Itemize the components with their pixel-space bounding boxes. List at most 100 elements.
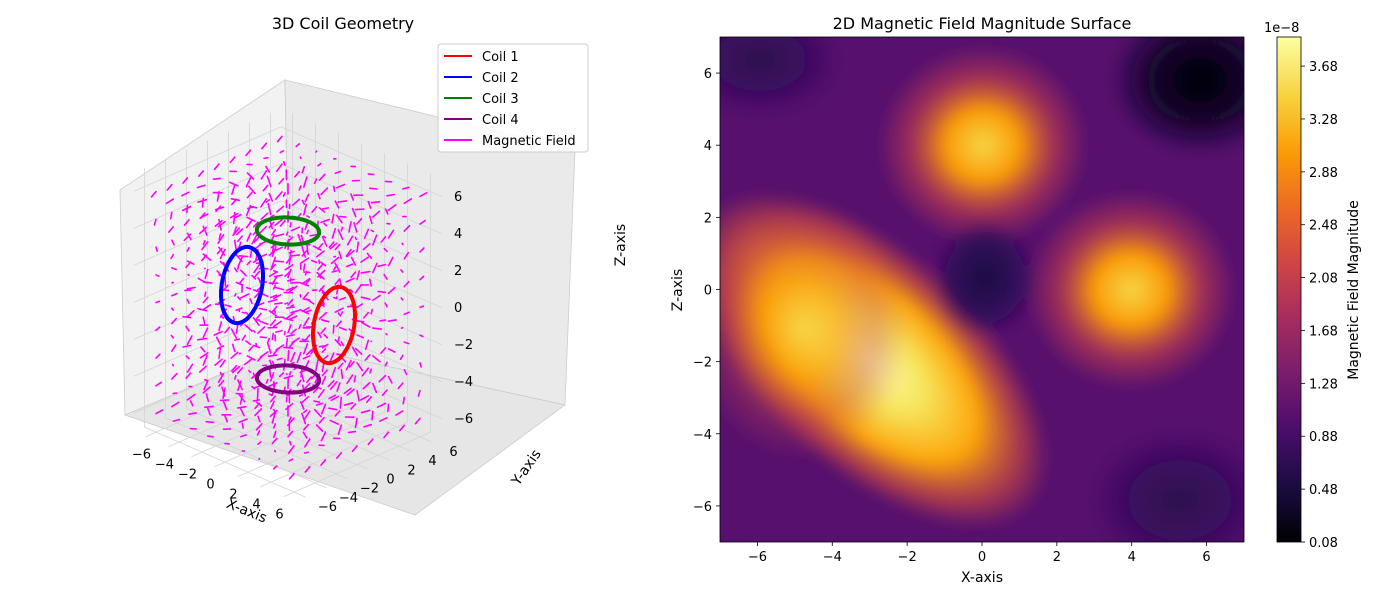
field-arrow	[289, 222, 292, 228]
field-arrow	[295, 143, 301, 148]
field-arrow	[197, 337, 208, 341]
field-arrow	[348, 221, 352, 233]
field-arrow	[318, 275, 322, 279]
field-arrow	[340, 226, 344, 232]
field-arrow	[419, 275, 425, 281]
field-arrow	[234, 292, 237, 297]
field-arrow	[403, 311, 411, 316]
field-arrow	[287, 349, 290, 362]
field-arrow	[334, 200, 340, 209]
field-arrow	[213, 330, 223, 336]
field-arrow	[241, 334, 246, 341]
colorbar-tick-label: 2.08	[1309, 272, 1338, 287]
field-arrow	[155, 353, 161, 359]
field-arrow	[288, 235, 291, 238]
field-arrow	[419, 362, 423, 368]
field-arrow	[232, 227, 241, 237]
field-arrow	[238, 277, 245, 285]
field-arrow	[222, 400, 228, 411]
field-arrow	[274, 260, 285, 263]
field-arrow	[301, 166, 306, 174]
gridline	[280, 163, 443, 235]
field-arrow	[239, 394, 244, 405]
field-arrow	[354, 236, 358, 241]
field-arrow	[273, 302, 283, 305]
field-arrow	[283, 317, 294, 322]
field-arrow	[377, 263, 387, 268]
field-arrow	[365, 396, 373, 404]
field-arrow	[318, 207, 326, 213]
field-arrow	[403, 341, 410, 345]
field-arrow	[265, 165, 271, 173]
dark-top-left	[720, 37, 840, 115]
field-arrow	[317, 263, 324, 271]
field-arrow	[279, 150, 285, 154]
field-arrow	[186, 309, 195, 318]
field-arrow	[229, 156, 236, 164]
z-tick-label-3d: −4	[454, 375, 473, 390]
field-arrow	[321, 343, 329, 349]
field-arrow	[272, 320, 283, 328]
dark-center	[930, 216, 1040, 340]
field-arrow	[298, 393, 304, 397]
field-arrow	[204, 378, 208, 382]
field-arrow	[285, 306, 295, 309]
y-tick-label-heatmap: 0	[704, 284, 712, 299]
field-arrow	[257, 415, 261, 423]
field-arrow	[215, 336, 222, 346]
field-arrow	[349, 288, 354, 293]
field-arrow	[385, 332, 388, 336]
y-tick-label-heatmap: 4	[704, 139, 712, 154]
field-arrow	[216, 345, 225, 350]
field-arrow	[155, 326, 161, 332]
field-arrow	[334, 170, 342, 175]
field-arrow	[335, 214, 343, 224]
field-arrow	[166, 183, 173, 191]
field-arrow	[334, 409, 341, 417]
field-arrow	[370, 201, 381, 204]
field-arrow	[231, 364, 238, 372]
field-arrow	[302, 317, 310, 327]
field-arrow	[256, 387, 259, 401]
field-arrow	[181, 205, 192, 212]
field-arrow	[369, 368, 373, 374]
field-arrow	[269, 395, 277, 403]
field-arrow	[271, 275, 279, 285]
field-arrow	[155, 409, 164, 415]
x-tick-label-3d: −2	[178, 468, 197, 483]
gridline	[237, 411, 385, 478]
field-arrow	[187, 273, 190, 277]
field-arrow	[299, 156, 302, 160]
field-arrow	[340, 368, 344, 380]
field-arrow	[323, 333, 329, 339]
field-arrow	[350, 403, 357, 410]
field-arrow	[356, 361, 364, 372]
field-arrow	[351, 346, 359, 357]
field-arrow	[219, 371, 223, 376]
field-arrow	[359, 395, 370, 401]
colorbar-tick-label: 0.48	[1309, 483, 1338, 498]
field-arrow	[272, 465, 278, 470]
field-arrow	[419, 305, 425, 309]
field-arrow	[273, 309, 277, 314]
field-arrow	[224, 326, 231, 334]
field-arrow	[356, 270, 361, 281]
field-arrow	[241, 311, 246, 314]
x-tick-label-heatmap: −6	[748, 550, 767, 565]
field-arrow	[305, 376, 313, 384]
field-arrow	[224, 415, 229, 423]
field-arrow	[186, 298, 190, 305]
y-tick-label-heatmap: −2	[693, 356, 712, 371]
field-arrow	[322, 235, 327, 239]
field-arrow	[395, 410, 404, 416]
field-arrow	[269, 409, 278, 418]
field-arrow	[338, 326, 347, 331]
field-arrow	[171, 292, 178, 297]
field-arrow	[299, 281, 310, 287]
field-arrow	[218, 379, 225, 387]
field-arrow	[222, 387, 226, 400]
field-arrow	[197, 277, 208, 284]
field-arrow	[287, 324, 292, 334]
colorbar-tick-label: 0.08	[1309, 536, 1338, 551]
field-arrow	[254, 242, 263, 250]
